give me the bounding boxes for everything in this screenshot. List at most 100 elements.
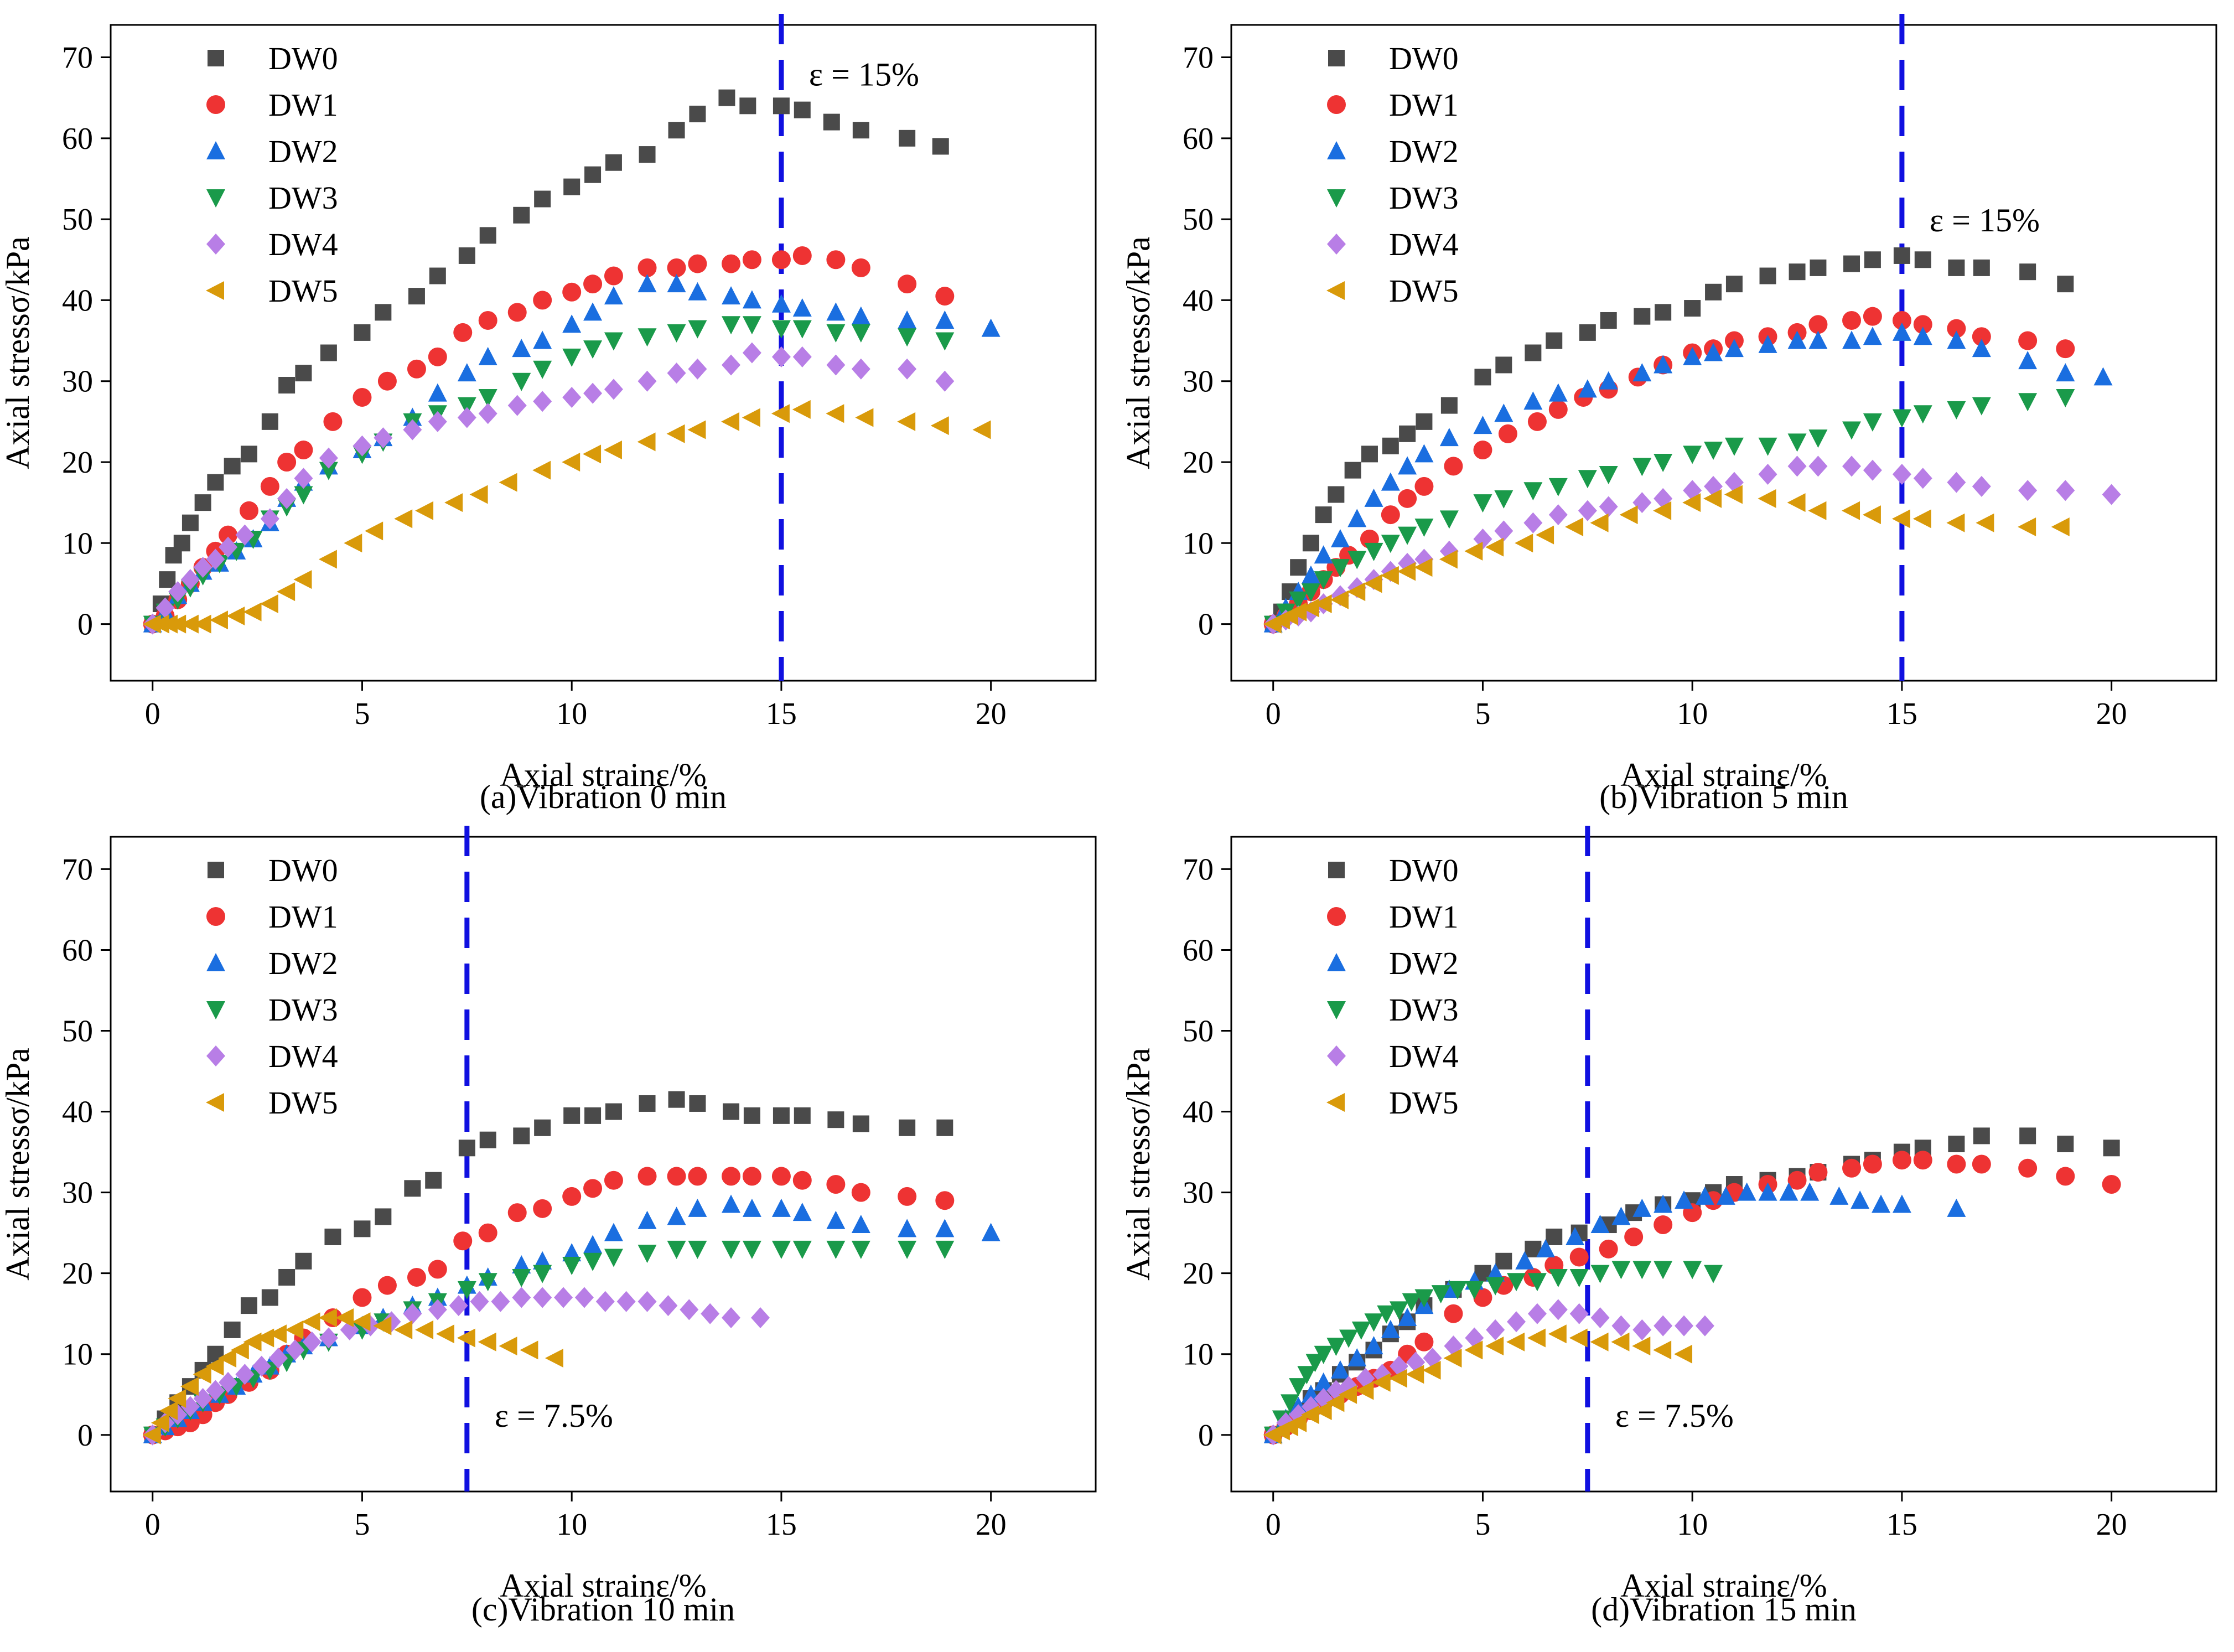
data-point xyxy=(533,391,552,412)
data-point xyxy=(1787,330,1807,349)
data-point xyxy=(354,1220,371,1237)
data-point xyxy=(667,274,686,293)
data-point xyxy=(583,275,603,294)
data-point xyxy=(935,310,955,329)
data-point xyxy=(1326,1393,1345,1412)
data-point xyxy=(226,606,245,625)
data-point xyxy=(428,347,447,366)
data-point xyxy=(318,550,337,569)
x-tick-label: 5 xyxy=(354,1508,370,1542)
data-point xyxy=(180,1377,199,1396)
data-point xyxy=(1464,541,1483,561)
data-point xyxy=(1675,1190,1694,1209)
data-point xyxy=(1863,459,1882,481)
data-point xyxy=(2019,263,2036,281)
data-point xyxy=(1300,1405,1319,1425)
data-point xyxy=(680,1299,699,1320)
data-point xyxy=(637,1210,657,1229)
data-point xyxy=(1302,535,1319,552)
data-point xyxy=(1416,413,1433,430)
data-point xyxy=(1947,401,1966,420)
data-point xyxy=(1495,1252,1512,1270)
data-point xyxy=(936,1119,953,1136)
data-point xyxy=(1536,1239,1556,1257)
data-point xyxy=(1600,312,1617,329)
data-point xyxy=(479,227,496,244)
data-point xyxy=(722,1307,741,1328)
legend-marker xyxy=(1327,141,1346,159)
y-tick-label: 40 xyxy=(62,1095,93,1130)
data-point xyxy=(1892,322,1911,341)
data-point xyxy=(1313,1401,1332,1420)
data-point xyxy=(353,1288,372,1307)
data-point xyxy=(533,1199,552,1218)
data-point xyxy=(1863,307,1882,326)
data-point xyxy=(1973,1127,1990,1145)
data-point xyxy=(562,282,582,302)
data-point xyxy=(1486,1319,1505,1340)
data-point xyxy=(374,427,393,449)
data-point xyxy=(1380,566,1399,585)
data-point xyxy=(1972,397,1991,416)
data-point xyxy=(1948,259,1965,276)
data-point xyxy=(1364,488,1383,507)
data-point xyxy=(1724,339,1744,358)
legend-marker xyxy=(1328,862,1345,878)
data-point xyxy=(533,1251,552,1270)
data-point xyxy=(1808,315,1828,334)
data-point xyxy=(1947,1154,1966,1174)
data-point xyxy=(718,89,735,106)
data-point xyxy=(1288,1413,1307,1432)
data-point xyxy=(403,419,422,441)
data-point xyxy=(1399,425,1416,442)
x-tick-label: 15 xyxy=(766,697,797,731)
data-point xyxy=(1653,1340,1672,1360)
data-point xyxy=(667,1206,686,1225)
data-point xyxy=(603,441,622,460)
data-point xyxy=(1893,247,1910,264)
chart-panel-a: 0 5 10 15 20 0 10 20 30 40 50 60 70 Axial strainε/% Ax… xyxy=(0,14,1097,815)
data-point xyxy=(595,1291,615,1312)
data-point xyxy=(1381,1319,1400,1338)
data-point xyxy=(826,250,846,270)
data-point xyxy=(534,1119,551,1136)
data-point xyxy=(792,346,812,367)
data-point xyxy=(1525,344,1542,361)
x-tick-label: 5 xyxy=(1475,1508,1490,1542)
data-point xyxy=(1301,565,1320,584)
x-tick-label: 0 xyxy=(145,1508,160,1542)
plot-frame xyxy=(1230,24,2217,682)
y-tick-label: 30 xyxy=(62,1176,93,1210)
data-point xyxy=(180,614,199,634)
data-point xyxy=(1448,1281,1468,1299)
data-point xyxy=(898,1219,917,1237)
y-axis-label: Axial stressσ/kPa xyxy=(1120,236,1157,469)
data-point xyxy=(2018,351,2038,370)
data-point xyxy=(604,1171,623,1190)
data-point xyxy=(1297,1366,1316,1385)
data-point xyxy=(1862,505,1881,525)
y-tick-label: 50 xyxy=(1183,203,1214,237)
data-point xyxy=(1414,519,1434,537)
data-point xyxy=(1842,330,1862,349)
y-tick-label: 50 xyxy=(1183,1014,1214,1049)
data-point xyxy=(751,1307,770,1328)
data-point xyxy=(688,1240,707,1259)
data-point xyxy=(826,1210,846,1229)
data-point xyxy=(771,294,791,313)
x-axis-label: Axial strainε/% xyxy=(500,1567,706,1604)
y-axis-label: Axial stressσ/kPa xyxy=(1120,1048,1157,1281)
y-tick-label: 70 xyxy=(62,852,93,887)
data-point xyxy=(688,282,707,301)
data-point xyxy=(1843,255,1860,272)
data-point xyxy=(1523,391,1543,410)
data-point xyxy=(1314,545,1333,564)
data-point xyxy=(1599,496,1618,517)
data-point xyxy=(2057,276,2074,293)
data-point xyxy=(1808,429,1828,448)
data-point xyxy=(1494,490,1513,509)
data-point xyxy=(792,246,812,265)
data-point xyxy=(563,178,580,195)
data-point xyxy=(1864,251,1881,268)
data-point xyxy=(1842,421,1862,440)
